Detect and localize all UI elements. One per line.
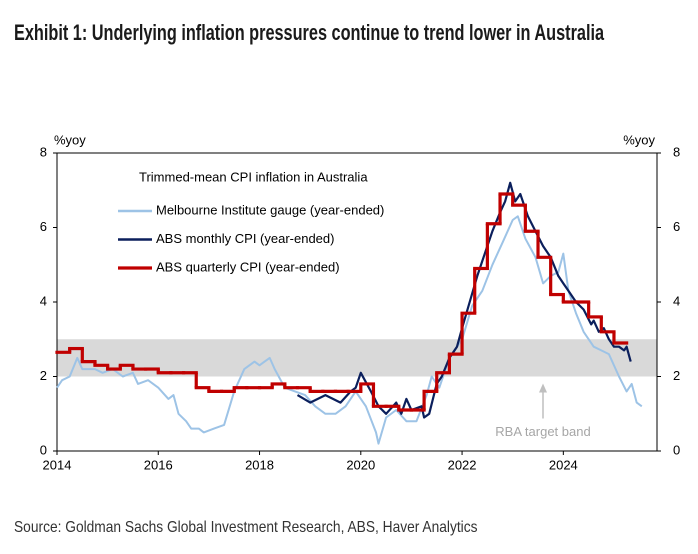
y-axis-label: %yoy bbox=[54, 132, 86, 147]
source-note: Source: Goldman Sachs Global Investment … bbox=[14, 519, 478, 536]
y-tick-label: 6 bbox=[40, 219, 47, 234]
annotation-arrowhead bbox=[539, 383, 547, 393]
y2-tick-label: 8 bbox=[673, 144, 680, 159]
x-tick-label: 2022 bbox=[448, 457, 477, 472]
y2-tick-label: 2 bbox=[673, 368, 680, 383]
y2-tick-label: 0 bbox=[673, 442, 680, 457]
legend-label: ABS monthly CPI (year-ended) bbox=[156, 231, 334, 246]
x-tick-label: 2024 bbox=[549, 457, 578, 472]
target-band bbox=[57, 339, 657, 377]
series-line bbox=[56, 215, 643, 445]
x-tick-label: 2014 bbox=[43, 457, 72, 472]
x-tick-label: 2018 bbox=[245, 457, 274, 472]
x-tick-label: 2016 bbox=[144, 457, 173, 472]
y2-tick-label: 4 bbox=[673, 293, 680, 308]
y-tick-label: 8 bbox=[40, 144, 47, 159]
x-tick-label: 2020 bbox=[346, 457, 375, 472]
y-tick-label: 2 bbox=[40, 368, 47, 383]
chart-title: Exhibit 1: Underlying inflation pressure… bbox=[14, 20, 605, 45]
y-tick-label: 0 bbox=[40, 442, 47, 457]
y-tick-label: 4 bbox=[40, 293, 47, 308]
band-annotation: RBA target band bbox=[495, 424, 590, 439]
y2-tick-label: 6 bbox=[673, 219, 680, 234]
y2-axis-label: %yoy bbox=[623, 132, 655, 147]
legend-label: ABS quarterly CPI (year-ended) bbox=[156, 259, 340, 274]
legend-title: Trimmed-mean CPI inflation in Australia bbox=[139, 169, 368, 184]
series-line bbox=[296, 181, 632, 419]
legend-label: Melbourne Institute gauge (year-ended) bbox=[156, 202, 384, 217]
